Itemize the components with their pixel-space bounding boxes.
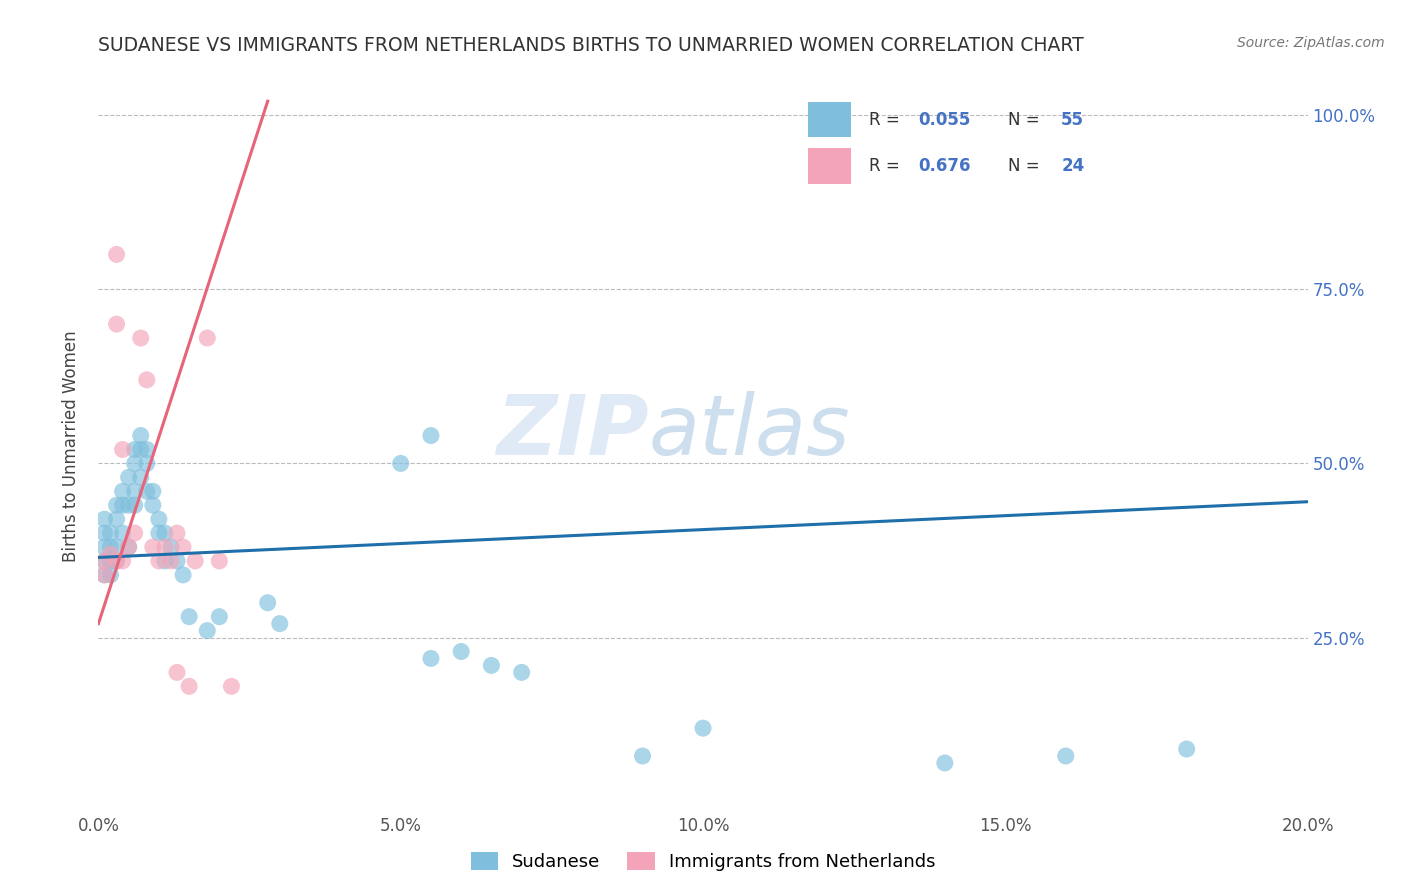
Point: [166, 665, 188, 680]
Point: [124, 457, 146, 471]
Point: [1054, 749, 1077, 764]
Point: [135, 373, 157, 387]
Point: [208, 609, 231, 624]
Point: [160, 554, 183, 568]
Text: Source: ZipAtlas.com: Source: ZipAtlas.com: [1237, 36, 1385, 50]
Point: [160, 540, 183, 554]
Point: [389, 457, 412, 471]
Point: [105, 554, 128, 568]
Point: [179, 679, 201, 693]
Point: [129, 331, 152, 345]
Point: [172, 567, 194, 582]
Point: [118, 540, 141, 554]
Point: [129, 470, 152, 484]
Legend: Sudanese, Immigrants from Netherlands: Sudanese, Immigrants from Netherlands: [464, 845, 942, 879]
Point: [118, 498, 141, 512]
Point: [166, 554, 188, 568]
Text: SUDANESE VS IMMIGRANTS FROM NETHERLANDS BIRTHS TO UNMARRIED WOMEN CORRELATION CH: SUDANESE VS IMMIGRANTS FROM NETHERLANDS …: [98, 36, 1084, 54]
Point: [153, 554, 176, 568]
Point: [129, 428, 152, 442]
Point: [142, 484, 165, 499]
Point: [148, 512, 170, 526]
Point: [124, 484, 146, 499]
Point: [269, 616, 291, 631]
Point: [135, 442, 157, 457]
Point: [93, 567, 115, 582]
Point: [195, 331, 218, 345]
Point: [135, 484, 157, 499]
Point: [135, 457, 157, 471]
Point: [208, 554, 231, 568]
Point: [105, 554, 128, 568]
Point: [142, 540, 165, 554]
Point: [153, 540, 176, 554]
Point: [111, 442, 134, 457]
Point: [105, 317, 128, 331]
Point: [142, 498, 165, 512]
Point: [179, 609, 201, 624]
Point: [100, 526, 122, 541]
Point: [195, 624, 218, 638]
Point: [93, 554, 115, 568]
Point: [124, 442, 146, 457]
Point: [93, 512, 115, 526]
Point: [111, 526, 134, 541]
Point: [111, 498, 134, 512]
Point: [111, 484, 134, 499]
Point: [166, 526, 188, 541]
Point: [129, 442, 152, 457]
Point: [450, 644, 472, 658]
Point: [105, 247, 128, 261]
Point: [153, 526, 176, 541]
Point: [692, 721, 714, 735]
Point: [148, 526, 170, 541]
Point: [105, 512, 128, 526]
Point: [934, 756, 956, 770]
Text: atlas: atlas: [648, 391, 851, 472]
Point: [420, 651, 443, 665]
Point: [100, 540, 122, 554]
Point: [256, 596, 278, 610]
Point: [124, 498, 146, 512]
Point: [148, 554, 170, 568]
Point: [221, 679, 243, 693]
Point: [510, 665, 533, 680]
Point: [93, 526, 115, 541]
Y-axis label: Births to Unmarried Women: Births to Unmarried Women: [62, 330, 80, 562]
Point: [124, 526, 146, 541]
Point: [184, 554, 207, 568]
Point: [172, 540, 194, 554]
Point: [118, 470, 141, 484]
Point: [100, 567, 122, 582]
Point: [481, 658, 503, 673]
Point: [631, 749, 654, 764]
Point: [105, 540, 128, 554]
Point: [93, 540, 115, 554]
Point: [420, 428, 443, 442]
Text: ZIP: ZIP: [496, 391, 648, 472]
Point: [100, 554, 122, 568]
Point: [105, 498, 128, 512]
Point: [100, 547, 122, 561]
Point: [118, 540, 141, 554]
Point: [93, 554, 115, 568]
Point: [93, 567, 115, 582]
Point: [1175, 742, 1198, 756]
Point: [111, 554, 134, 568]
